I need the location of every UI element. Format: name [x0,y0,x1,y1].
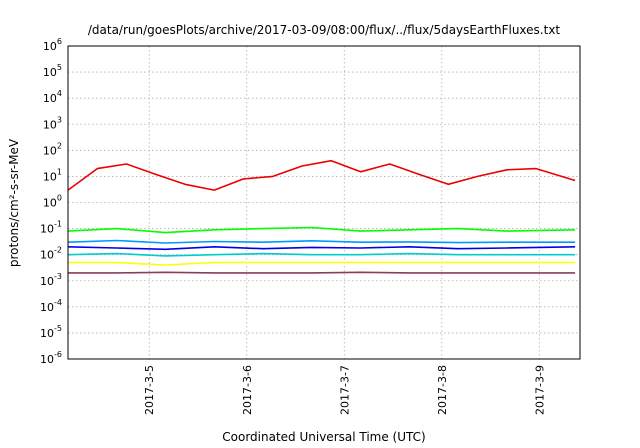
series-line [67,159,576,191]
y-axis-label: protons/cm²-s-sr-MeV [7,138,21,267]
x-axis-ticks: 2017-3-5 2017-3-6 2017-3-7 2017-3-8 2017-3-9 [143,365,546,415]
series-layer [67,159,576,274]
series-line [68,261,576,266]
series-line [68,271,576,274]
y-tick-label: 105 [43,63,62,79]
series-line [67,226,576,234]
x-axis-label: Coordinated Universal Time (UTC) [222,430,425,444]
series-line [67,239,576,244]
y-tick-label: 100 [43,194,62,210]
chart-title: /data/run/goesPlots/archive/2017-03-09/0… [88,23,561,37]
x-tick-label: 2017-3-6 [241,365,254,415]
x-tick-label: 2017-3-5 [143,365,156,415]
x-tick-label: 2017-3-9 [533,365,546,415]
y-tick-label: 10-5 [40,324,62,340]
y-axis-ticks: 10-6 10-5 10-4 10-3 10-2 10-1 100 101 102 103 104 1… [40,37,62,366]
x-tick-label: 2017-3-8 [436,365,449,415]
y-tick-label: 10-1 [40,220,62,236]
y-tick-label: 106 [43,37,62,53]
y-tick-label: 103 [43,115,62,131]
y-tick-label: 10-4 [40,298,62,314]
y-tick-label: 10-2 [40,246,62,262]
grid-layer [68,46,580,359]
y-tick-label: 102 [43,141,62,157]
y-tick-label: 10-6 [40,350,62,366]
plot-frame [67,45,581,360]
y-tick-label: 10-3 [40,272,62,288]
y-tick-label: 104 [43,89,62,105]
series-line [67,246,576,251]
y-tick-label: 101 [43,167,62,183]
series-line [67,252,576,257]
x-tick-label: 2017-3-7 [338,365,351,415]
